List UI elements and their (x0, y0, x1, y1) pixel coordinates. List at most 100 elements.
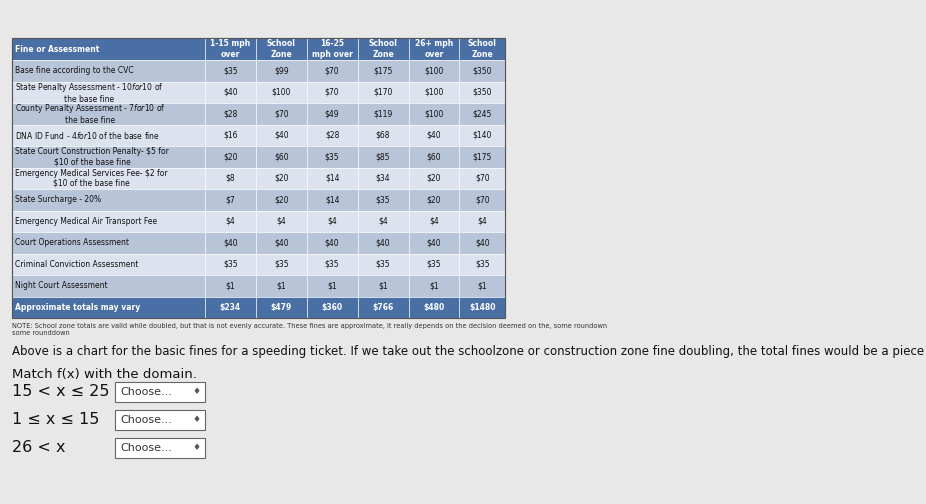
Bar (459, 60, 505, 82)
Text: $40: $40 (223, 88, 238, 97)
Text: State Court Construction Penalty- $5 for
$10 of the base fine: State Court Construction Penalty- $5 for… (15, 147, 169, 166)
Bar (256, 38, 307, 60)
Text: $28: $28 (325, 131, 339, 140)
Bar (408, 211, 459, 232)
Bar (205, 146, 256, 167)
Text: $245: $245 (472, 109, 492, 118)
Bar (408, 254, 459, 275)
Bar (115, 410, 205, 430)
Bar (307, 275, 357, 296)
Text: Approximate totals may vary: Approximate totals may vary (15, 303, 140, 312)
Bar (357, 275, 408, 296)
Text: $35: $35 (427, 260, 442, 269)
Text: DNA ID Fund - $4 for $10 of the base fine: DNA ID Fund - $4 for $10 of the base fin… (15, 130, 160, 141)
Text: $40: $40 (274, 238, 289, 247)
Bar (205, 124, 256, 146)
Text: $20: $20 (427, 195, 442, 204)
Bar (357, 38, 408, 60)
Text: County Penalty Assessment - $7 for $10 of
the base fine: County Penalty Assessment - $7 for $10 o… (15, 102, 166, 125)
Bar (357, 211, 408, 232)
Text: $1: $1 (277, 281, 286, 290)
Bar (205, 296, 256, 318)
Bar (12, 38, 205, 60)
Bar (115, 382, 205, 402)
Bar (357, 124, 408, 146)
Bar (408, 82, 459, 103)
Text: $1: $1 (429, 281, 439, 290)
Text: $4: $4 (327, 217, 337, 226)
Bar (12, 38, 505, 318)
Text: $70: $70 (325, 66, 340, 75)
Bar (12, 146, 205, 167)
Text: $479: $479 (270, 303, 292, 312)
Text: ♦: ♦ (193, 388, 201, 397)
Bar (357, 189, 408, 211)
Bar (459, 275, 505, 296)
Text: 26+ mph
over: 26+ mph over (415, 39, 453, 58)
Text: $140: $140 (472, 131, 492, 140)
Bar (256, 82, 307, 103)
Bar (256, 211, 307, 232)
Bar (12, 82, 205, 103)
Text: School
Zone: School Zone (267, 39, 295, 58)
Bar (459, 82, 505, 103)
Bar (256, 189, 307, 211)
Bar (205, 167, 256, 189)
Text: $20: $20 (427, 174, 442, 183)
Bar (307, 296, 357, 318)
Bar (408, 60, 459, 82)
Bar (357, 296, 408, 318)
Bar (459, 296, 505, 318)
Text: $49: $49 (325, 109, 340, 118)
Text: $766: $766 (372, 303, 394, 312)
Bar (205, 232, 256, 254)
Text: Night Court Assessment: Night Court Assessment (15, 281, 107, 290)
Text: 1 ≤ x ≤ 15: 1 ≤ x ≤ 15 (12, 412, 99, 427)
Text: $35: $35 (223, 66, 238, 75)
Text: $16: $16 (223, 131, 238, 140)
Text: $60: $60 (427, 152, 442, 161)
Bar (256, 167, 307, 189)
Bar (205, 211, 256, 232)
Bar (256, 60, 307, 82)
Text: $350: $350 (472, 66, 492, 75)
Text: $350: $350 (472, 88, 492, 97)
Bar (256, 124, 307, 146)
Bar (307, 103, 357, 124)
Text: Court Operations Assessment: Court Operations Assessment (15, 238, 129, 247)
Bar (408, 124, 459, 146)
Text: Emergency Medical Air Transport Fee: Emergency Medical Air Transport Fee (15, 217, 157, 226)
Bar (307, 254, 357, 275)
Text: $20: $20 (223, 152, 238, 161)
Text: $70: $70 (325, 88, 340, 97)
Text: $4: $4 (429, 217, 439, 226)
Text: $40: $40 (376, 238, 391, 247)
Bar (12, 124, 205, 146)
Text: $40: $40 (427, 238, 442, 247)
Bar (357, 103, 408, 124)
Bar (12, 275, 205, 296)
Text: $100: $100 (424, 109, 444, 118)
Text: $40: $40 (325, 238, 340, 247)
Text: $1: $1 (478, 281, 487, 290)
Text: State Surcharge - 20%: State Surcharge - 20% (15, 195, 101, 204)
Text: $100: $100 (424, 66, 444, 75)
Text: $60: $60 (274, 152, 289, 161)
Text: $70: $70 (274, 109, 289, 118)
Bar (205, 103, 256, 124)
Bar (12, 103, 205, 124)
Text: 1-15 mph
over: 1-15 mph over (210, 39, 251, 58)
Bar (408, 275, 459, 296)
Bar (408, 146, 459, 167)
Text: $14: $14 (325, 195, 340, 204)
Text: Choose...: Choose... (120, 387, 172, 397)
Text: $234: $234 (219, 303, 241, 312)
Text: $35: $35 (325, 260, 340, 269)
Text: $35: $35 (325, 152, 340, 161)
Text: $40: $40 (274, 131, 289, 140)
Bar (205, 38, 256, 60)
Bar (115, 438, 205, 458)
Text: $100: $100 (424, 88, 444, 97)
Bar (307, 124, 357, 146)
Bar (408, 167, 459, 189)
